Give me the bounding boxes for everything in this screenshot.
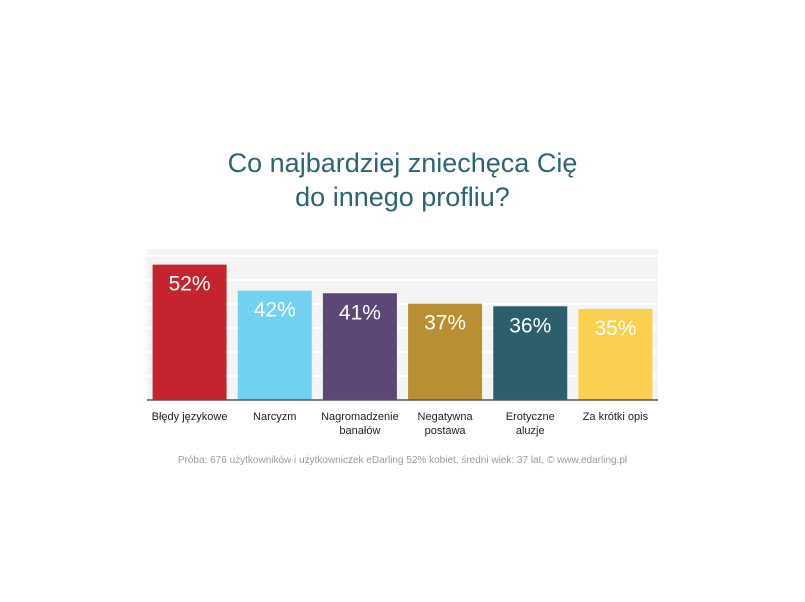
footnote: Próba: 676 użytkowników i użytkowniczek … [177, 455, 628, 466]
bar-4 [493, 306, 568, 400]
bar-value-label-2: 41% [339, 301, 381, 324]
bars [152, 264, 653, 400]
plot-background [147, 249, 658, 400]
category-label-0-line-0: Błędy językowe [152, 411, 228, 423]
chart-title: Co najbardziej zniechęca Cię do innego p… [0, 146, 805, 214]
bar-value-labels: 52% 42% 41% 37% 36% 35% [169, 273, 637, 340]
bar-1 [237, 290, 312, 400]
category-label-2-line-1: banałów [339, 425, 380, 437]
category-labels: Błędy językowe Narcyzm Nagromadzenie banałó… [152, 411, 649, 437]
bar-2 [322, 293, 397, 400]
bar-value-label-3: 37% [424, 312, 466, 335]
chart-title-line-2: do innego profliu? [295, 182, 510, 212]
category-label-1-line-0: Narcyzm [253, 411, 296, 423]
category-label-4-line-0: Erotyczne [506, 411, 555, 423]
bar-value-label-1: 42% [254, 299, 296, 322]
bar-value-label-4: 36% [509, 314, 551, 337]
bar-5 [578, 308, 653, 400]
category-label-4-line-1: aluzje [516, 425, 545, 437]
category-label-3-line-1: postawa [425, 425, 467, 437]
bar-value-label-5: 35% [594, 317, 636, 340]
category-label-2-line-0: Nagromadzenie [321, 411, 399, 423]
plot-area [147, 249, 658, 400]
gridlines [147, 255, 658, 377]
chart-title-line-1: Co najbardziej zniechęca Cię [227, 148, 578, 178]
category-label-3-line-0: Negatywna [418, 411, 474, 423]
bar-value-label-0: 52% [169, 273, 211, 296]
bar-3 [408, 303, 483, 400]
category-label-5-line-0: Za krótki opis [583, 411, 649, 423]
bar-0 [152, 264, 227, 400]
